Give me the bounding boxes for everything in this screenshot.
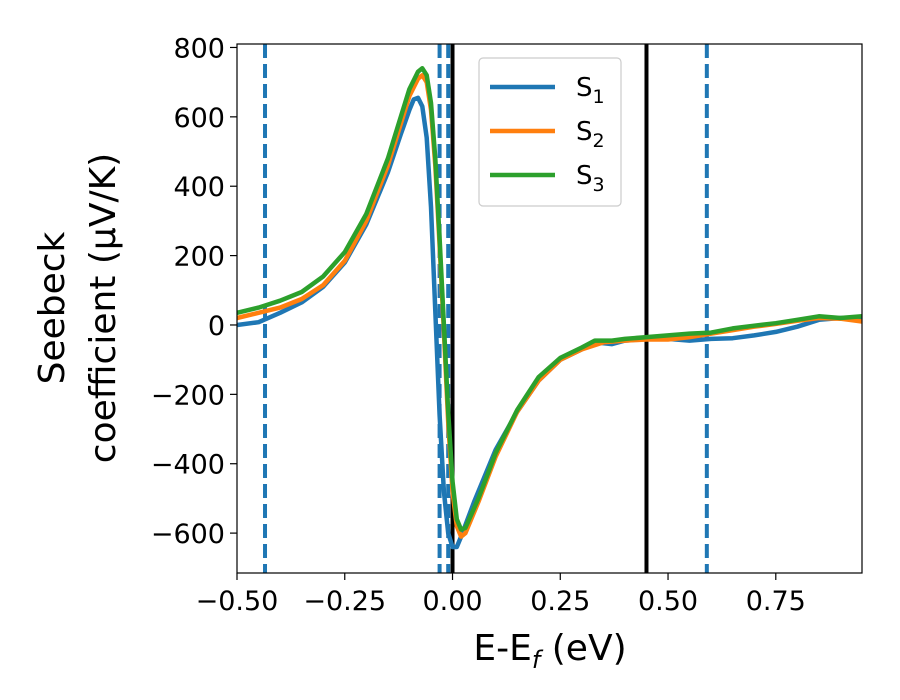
y-tick-label: 800 (173, 33, 225, 64)
y-axis-title-line2: coefficient (μV/K) (83, 153, 124, 463)
series-line-S1 (237, 95, 862, 550)
y-tick-label: −400 (151, 450, 225, 481)
x-tick-label: 0.50 (638, 586, 698, 617)
series-line-S3 (237, 66, 862, 532)
x-tick-label: 0.75 (746, 586, 806, 617)
y-tick-label: 0 (208, 311, 225, 342)
plot-frame (236, 43, 863, 574)
y-tick-label: −200 (151, 380, 225, 411)
x-tick-label: −0.50 (196, 586, 279, 617)
y-tick-label: 400 (173, 172, 225, 203)
x-axis-ticks: −0.50 −0.25 0.00 0.25 0.50 0.75 (196, 573, 806, 617)
y-tick-label: −600 (151, 519, 225, 550)
y-tick-label: 600 (173, 103, 225, 134)
y-tick-label: 200 (173, 242, 225, 273)
legend-label-S2: S2 (576, 117, 605, 152)
x-tick-label: 0.00 (422, 586, 482, 617)
y-axis-title-line1: Seebeck (32, 231, 73, 384)
reference-lines (263, 44, 709, 573)
x-axis-title-main: E-E (473, 628, 531, 669)
legend: S1 S2 S3 (478, 57, 622, 207)
y-axis-ticks: −600 −400 −200 0 200 400 600 800 (151, 33, 237, 550)
x-tick-label: −0.25 (303, 586, 386, 617)
x-axis-title-rest: (eV) (540, 628, 626, 669)
legend-label-S3: S3 (576, 161, 605, 196)
x-tick-label: 0.25 (530, 586, 590, 617)
series-lines (237, 66, 862, 550)
legend-label-S1: S1 (576, 73, 605, 108)
y-axis-title: Seebeck coefficient (μV/K) (32, 153, 124, 463)
x-axis-title: E-Ef (eV) (473, 628, 626, 674)
